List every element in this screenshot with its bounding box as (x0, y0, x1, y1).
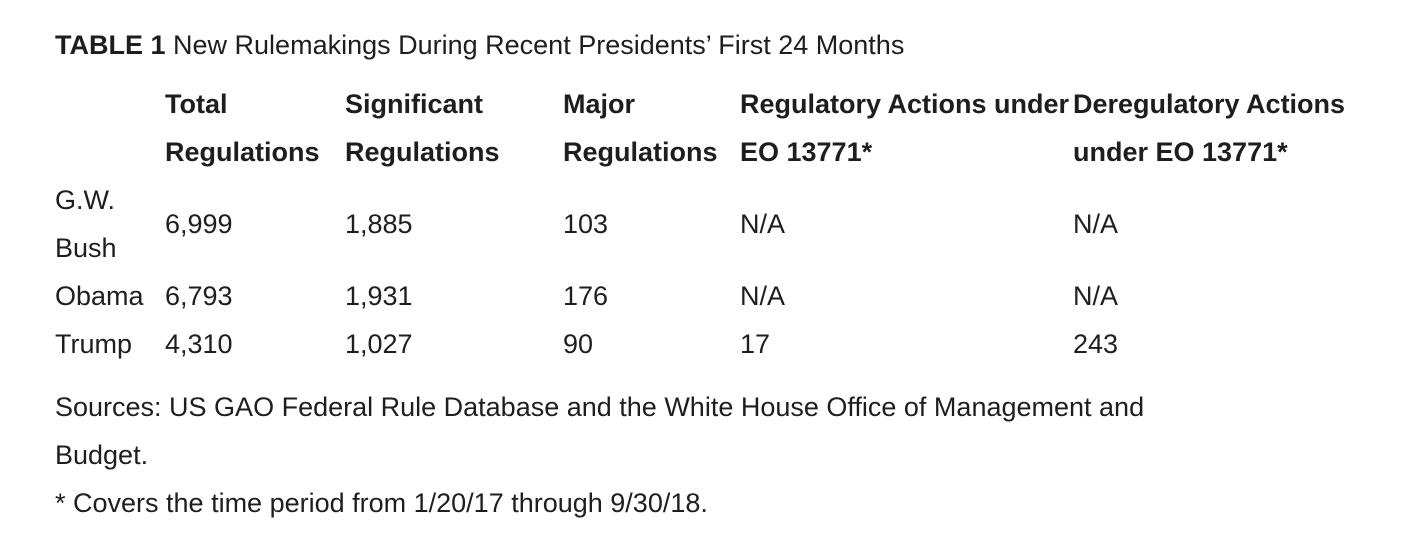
cell-trump-eo-regulatory: 17 (740, 329, 771, 359)
cell-obama-major: 176 (563, 281, 609, 311)
cell-bush-significant: 1,885 (345, 209, 413, 239)
cell-bush-eo-regulatory: N/A (740, 209, 786, 239)
cell-bush-eo-deregulatory: N/A (1073, 209, 1119, 239)
cell-obama-significant: 1,931 (345, 281, 413, 311)
cell-obama-eo-deregulatory: N/A (1073, 281, 1119, 311)
column-header-regulatory-actions: Regulatory Actions under EO 13771* (740, 89, 1070, 167)
header-row: Total Regulations Significant Regulation… (55, 80, 1403, 176)
column-header-total-regulations: Total Regulations (165, 89, 320, 167)
sources-note-line-1: Sources: US GAO Federal Rule Database an… (55, 392, 1145, 422)
cell-trump-total: 4,310 (165, 329, 233, 359)
row-label-obama: Obama (55, 281, 144, 311)
table-number-label: TABLE 1 (55, 30, 166, 60)
column-header-significant-regulations: Significant Regulations (345, 89, 500, 167)
asterisk-footnote: * Covers the time period from 1/20/17 th… (55, 488, 708, 518)
cell-trump-significant: 1,027 (345, 329, 413, 359)
sources-note-line-2: Budget. (55, 440, 149, 470)
cell-obama-total: 6,793 (165, 281, 233, 311)
table-row-trump: Trump 4,310 1,027 90 17 243 (55, 320, 1403, 368)
cell-trump-eo-deregulatory: 243 (1073, 329, 1119, 359)
row-label-trump: Trump (55, 329, 133, 359)
cell-obama-eo-regulatory: N/A (740, 281, 786, 311)
row-label-bush: G.W. Bush (55, 185, 117, 263)
cell-bush-total: 6,999 (165, 209, 233, 239)
page-title: TABLE 1 New Rulemakings During Recent Pr… (55, 28, 1408, 62)
column-header-major-regulations: Major Regulations (563, 89, 718, 167)
table-notes: Sources: US GAO Federal Rule Database an… (55, 383, 1408, 527)
table-title-text: New Rulemakings During Recent Presidents… (173, 30, 905, 60)
regulations-table: Total Regulations Significant Regulation… (55, 80, 1403, 368)
column-header-deregulatory-actions: Deregulatory Actions under EO 13771* (1073, 89, 1346, 167)
cell-bush-major: 103 (563, 209, 609, 239)
table-row-bush: G.W. Bush 6,999 1,885 103 N/A N/A (55, 176, 1403, 272)
table-row-obama: Obama 6,793 1,931 176 N/A N/A (55, 272, 1403, 320)
cell-trump-major: 90 (563, 329, 594, 359)
column-header-president (55, 80, 165, 176)
